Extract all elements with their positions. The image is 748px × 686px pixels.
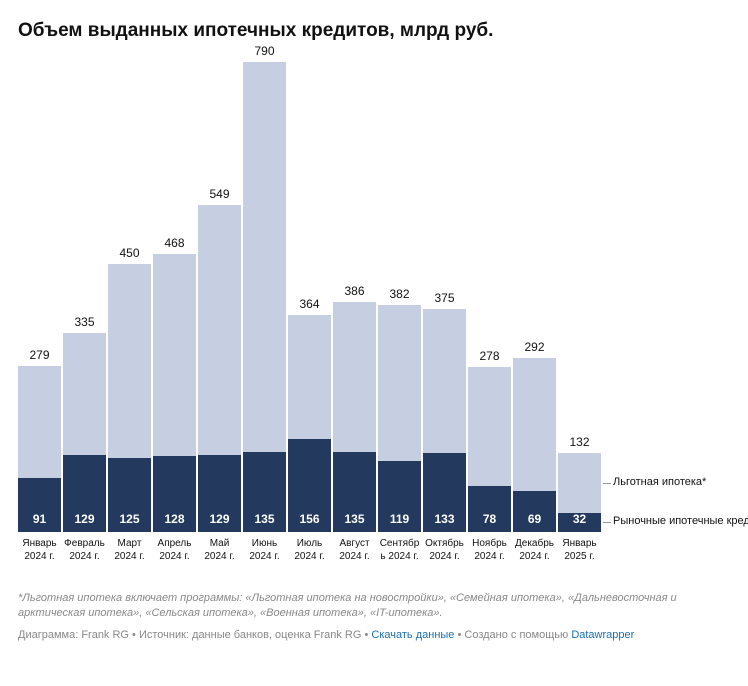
bar-chart: 2799133512945012546812854912979013536415… bbox=[18, 62, 601, 532]
x-axis-label: Июль 2024 г. bbox=[288, 538, 331, 563]
x-axis-labels: Январь 2024 г.Февраль 2024 г.Март 2024 г… bbox=[18, 538, 732, 563]
credits-prefix: Диаграмма: Frank RG • Источник: данные б… bbox=[18, 629, 371, 641]
x-axis-label: Апрель 2024 г. bbox=[153, 538, 196, 563]
segment-top bbox=[423, 309, 466, 453]
stacked-bar: 128 bbox=[153, 254, 196, 532]
segment-top bbox=[108, 264, 151, 457]
stacked-bar: 156 bbox=[288, 315, 331, 532]
stacked-bar: 69 bbox=[513, 358, 556, 532]
x-axis-label: Февраль 2024 г. bbox=[63, 538, 106, 563]
download-link[interactable]: Скачать данные bbox=[371, 629, 454, 641]
footnote: *Льготная ипотека включает программы: «Л… bbox=[18, 591, 732, 621]
chart-area: 2799133512945012546812854912979013536415… bbox=[18, 62, 732, 532]
segment-bottom: 69 bbox=[513, 491, 556, 532]
segment-top bbox=[153, 254, 196, 456]
stacked-bar: 135 bbox=[243, 62, 286, 532]
series-labels: Льготная ипотека* Рыночные ипотечные кре… bbox=[611, 62, 732, 532]
credits-mid: • Создано с помощью bbox=[454, 629, 571, 641]
bar-column: 450 125 bbox=[108, 246, 151, 532]
total-label: 375 bbox=[434, 291, 454, 305]
bar-column: 364 156 bbox=[288, 297, 331, 532]
tool-link[interactable]: Datawrapper bbox=[571, 629, 634, 641]
credits: Диаграмма: Frank RG • Источник: данные б… bbox=[18, 629, 732, 641]
stacked-bar: 129 bbox=[63, 333, 106, 532]
bar-column: 278 78 bbox=[468, 349, 511, 532]
total-label: 279 bbox=[29, 348, 49, 362]
segment-bottom: 78 bbox=[468, 486, 511, 532]
x-axis-label: Август 2024 г. bbox=[333, 538, 376, 563]
x-axis-label: Май 2024 г. bbox=[198, 538, 241, 563]
x-axis-label: Январь 2025 г. bbox=[558, 538, 601, 563]
x-axis-label: Декабрь 2024 г. bbox=[513, 538, 556, 563]
total-label: 132 bbox=[569, 435, 589, 449]
total-label: 450 bbox=[119, 246, 139, 260]
bar-column: 468 128 bbox=[153, 236, 196, 532]
legend-bottom: Рыночные ипотечные кредиты bbox=[613, 515, 748, 527]
x-axis-label: Сентябрь 2024 г. bbox=[378, 538, 421, 563]
legend-top: Льготная ипотека* bbox=[613, 476, 706, 488]
total-label: 549 bbox=[209, 187, 229, 201]
x-axis-label: Январь 2024 г. bbox=[18, 538, 61, 563]
stacked-bar: 125 bbox=[108, 264, 151, 532]
total-label: 335 bbox=[74, 315, 94, 329]
bar-column: 335 129 bbox=[63, 315, 106, 532]
segment-bottom: 91 bbox=[18, 478, 61, 532]
segment-bottom: 133 bbox=[423, 453, 466, 532]
total-label: 364 bbox=[299, 297, 319, 311]
chart-title: Объем выданных ипотечных кредитов, млрд … bbox=[18, 20, 732, 42]
total-label: 386 bbox=[344, 284, 364, 298]
stacked-bar: 119 bbox=[378, 305, 421, 532]
segment-bottom: 135 bbox=[243, 452, 286, 532]
x-axis-label: Июнь 2024 г. bbox=[243, 538, 286, 563]
bar-column: 549 129 bbox=[198, 187, 241, 532]
total-label: 292 bbox=[524, 340, 544, 354]
segment-bottom: 125 bbox=[108, 458, 151, 532]
segment-bottom: 129 bbox=[198, 455, 241, 532]
segment-bottom: 135 bbox=[333, 452, 376, 532]
bar-column: 375 133 bbox=[423, 291, 466, 532]
label-connector bbox=[603, 483, 611, 484]
segment-top bbox=[198, 205, 241, 455]
bar-column: 790 135 bbox=[243, 44, 286, 532]
x-axis-label: Ноябрь 2024 г. bbox=[468, 538, 511, 563]
stacked-bar: 129 bbox=[198, 205, 241, 532]
total-label: 278 bbox=[479, 349, 499, 363]
x-axis-label: Октябрь 2024 г. bbox=[423, 538, 466, 563]
stacked-bar: 91 bbox=[18, 366, 61, 532]
segment-top bbox=[18, 366, 61, 478]
total-label: 382 bbox=[389, 287, 409, 301]
segment-bottom: 32 bbox=[558, 513, 601, 532]
segment-top bbox=[513, 358, 556, 491]
bar-column: 279 91 bbox=[18, 348, 61, 532]
segment-bottom: 128 bbox=[153, 456, 196, 532]
segment-top bbox=[558, 453, 601, 512]
segment-top bbox=[468, 367, 511, 486]
stacked-bar: 133 bbox=[423, 309, 466, 532]
stacked-bar: 32 bbox=[558, 453, 601, 532]
segment-top bbox=[288, 315, 331, 439]
segment-top bbox=[63, 333, 106, 456]
total-label: 790 bbox=[254, 44, 274, 58]
stacked-bar: 78 bbox=[468, 367, 511, 532]
stacked-bar: 135 bbox=[333, 302, 376, 532]
segment-top bbox=[333, 302, 376, 451]
label-connector bbox=[603, 522, 611, 523]
x-axis-label: Март 2024 г. bbox=[108, 538, 151, 563]
bar-column: 382 119 bbox=[378, 287, 421, 532]
bar-column: 132 32 bbox=[558, 435, 601, 532]
bar-column: 292 69 bbox=[513, 340, 556, 532]
segment-top bbox=[378, 305, 421, 461]
segment-bottom: 119 bbox=[378, 461, 421, 532]
segment-bottom: 156 bbox=[288, 439, 331, 532]
total-label: 468 bbox=[164, 236, 184, 250]
segment-top bbox=[243, 62, 286, 452]
bar-column: 386 135 bbox=[333, 284, 376, 532]
segment-bottom: 129 bbox=[63, 455, 106, 532]
